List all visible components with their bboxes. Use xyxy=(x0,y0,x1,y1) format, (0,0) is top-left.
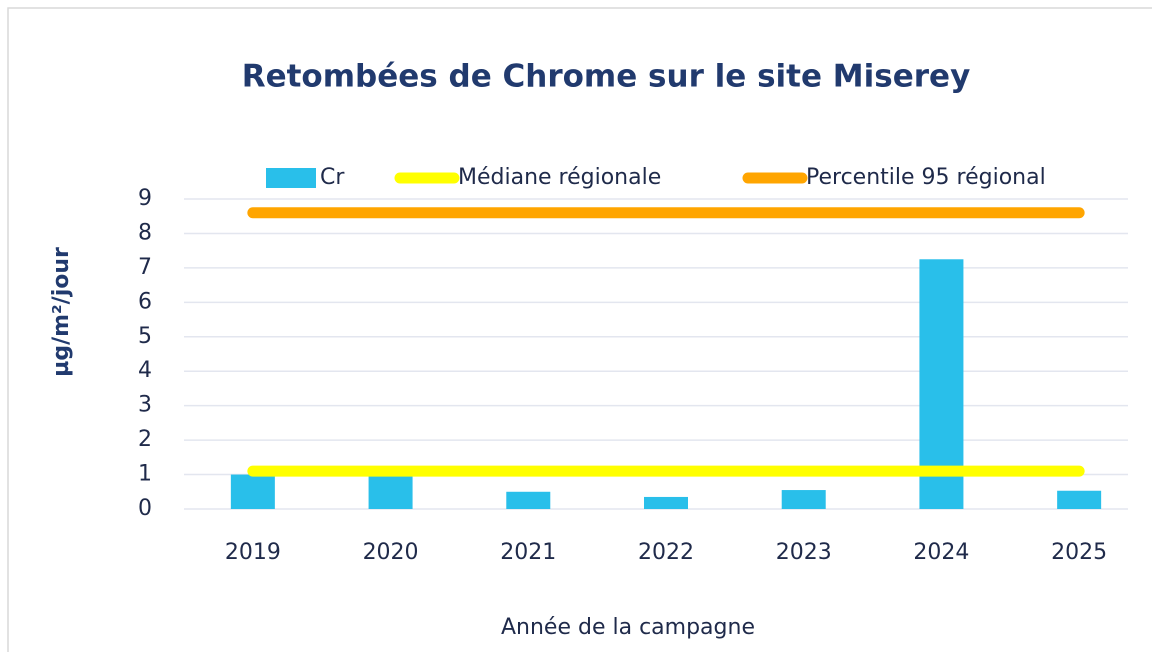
chart-frame xyxy=(7,7,1152,652)
x-tick-label: 2024 xyxy=(913,540,969,565)
y-tick-label: 5 xyxy=(138,324,152,349)
y-tick-label: 8 xyxy=(138,220,152,245)
y-tick-label: 4 xyxy=(138,358,152,383)
y-tick-label: 6 xyxy=(138,289,152,314)
y-tick-label: 0 xyxy=(138,496,152,521)
bar xyxy=(368,474,413,509)
chart-title: Retombées de Chrome sur le site Miserey xyxy=(242,59,971,95)
bar xyxy=(781,490,826,509)
x-tick-label: 2020 xyxy=(363,540,419,565)
y-tick-label: 7 xyxy=(138,255,152,280)
x-tick-label: 2019 xyxy=(225,540,281,565)
y-tick-label: 1 xyxy=(138,462,152,487)
x-tick-label: 2022 xyxy=(638,540,694,565)
y-tick-label: 2 xyxy=(138,427,152,452)
x-axis-label: Année de la campagne xyxy=(501,615,755,640)
legend-label: Percentile 95 régional xyxy=(806,165,1046,190)
y-tick-label: 3 xyxy=(138,393,152,418)
x-tick-label: 2021 xyxy=(500,540,556,565)
bar xyxy=(1057,490,1102,509)
legend-label: Cr xyxy=(320,165,345,190)
bar xyxy=(506,491,551,509)
bar xyxy=(230,474,275,509)
y-axis-label: µg/m²/jour xyxy=(49,247,74,377)
bar xyxy=(644,496,688,509)
legend-label: Médiane régionale xyxy=(458,165,661,190)
y-tick-label: 9 xyxy=(138,186,152,211)
x-tick-label: 2025 xyxy=(1051,540,1107,565)
legend-swatch xyxy=(266,168,316,188)
x-tick-label: 2023 xyxy=(776,540,832,565)
